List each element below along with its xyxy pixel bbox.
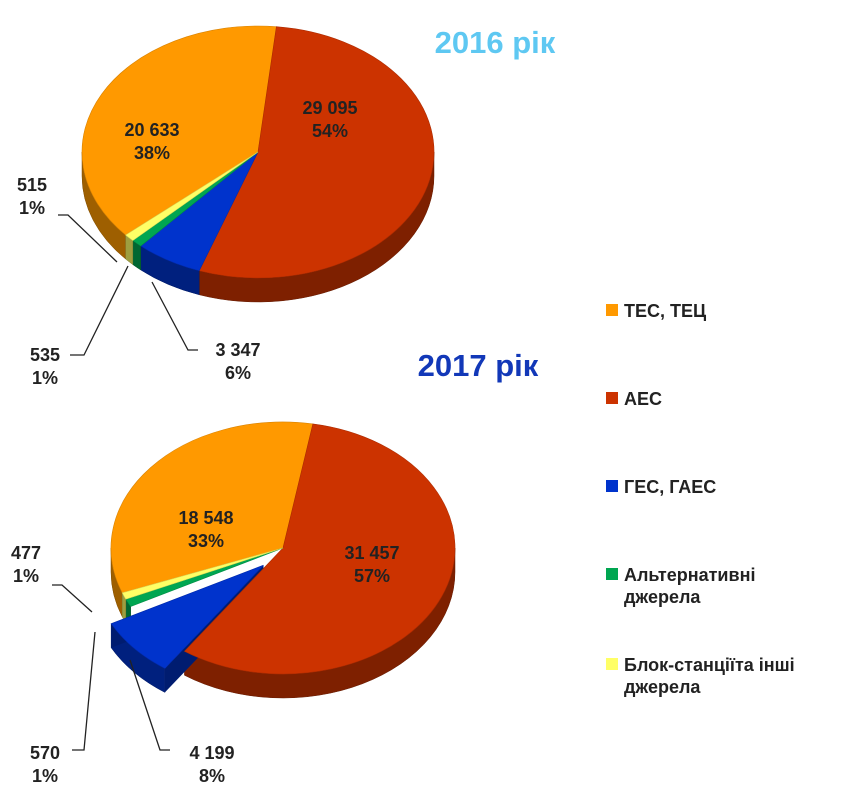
data-label: 20 633 — [124, 120, 179, 140]
percent-label: 6% — [225, 363, 251, 383]
percent-label: 38% — [134, 143, 170, 163]
percent-label: 1% — [19, 198, 45, 218]
pie-slice — [121, 547, 284, 600]
legend-item: ГЕС, ГАЕС — [606, 476, 834, 498]
pie — [81, 25, 435, 303]
legend-swatch — [606, 480, 618, 492]
pie-slice — [198, 26, 435, 279]
legend-item: Альтернативні джерела — [606, 564, 834, 608]
chart-title: 2016 рік — [435, 25, 556, 60]
data-label: 29 095 — [302, 98, 357, 118]
pie — [110, 421, 456, 699]
pie-slice — [110, 564, 264, 669]
legend-swatch — [606, 658, 618, 670]
legend-item: ТЕС, ТЕЦ — [606, 300, 834, 322]
percent-label: 1% — [32, 368, 58, 388]
leader-line — [151, 281, 198, 351]
leader-line — [72, 631, 96, 751]
legend-label: ТЕС, ТЕЦ — [624, 301, 707, 321]
leader-line — [52, 584, 93, 613]
legend-swatch — [606, 568, 618, 580]
pie-slice — [81, 25, 277, 236]
percent-label: 57% — [354, 566, 390, 586]
pie-slice — [125, 151, 259, 241]
legend-swatch — [606, 304, 618, 316]
legend-label: Блок-станціїта інші джерела — [624, 655, 795, 697]
data-label: 570 — [30, 743, 60, 763]
data-label: 18 548 — [178, 508, 233, 528]
data-label: 477 — [11, 543, 41, 563]
percent-label: 1% — [13, 566, 39, 586]
data-label: 31 457 — [344, 543, 399, 563]
leader-line — [129, 659, 170, 751]
data-label: 3 347 — [215, 340, 260, 360]
legend-item: Блок-станціїта інші джерела — [606, 654, 834, 698]
percent-label: 54% — [312, 121, 348, 141]
chart-title: 2017 рік — [418, 348, 539, 383]
percent-label: 8% — [199, 766, 225, 786]
legend-label: АЕС — [624, 389, 663, 409]
percent-label: 1% — [32, 766, 58, 786]
data-label: 535 — [30, 345, 60, 365]
leader-line — [70, 265, 129, 356]
legend-item: АЕС — [606, 388, 834, 410]
leader-line — [58, 214, 118, 263]
pie-slice — [110, 421, 314, 594]
legend-label: ГЕС, ГАЕС — [624, 477, 717, 497]
pie-slice — [183, 423, 456, 675]
legend-label: Альтернативні джерела — [624, 565, 756, 607]
data-label: 515 — [17, 175, 47, 195]
data-label: 4 199 — [189, 743, 234, 763]
percent-label: 33% — [188, 531, 224, 551]
legend-swatch — [606, 392, 618, 404]
